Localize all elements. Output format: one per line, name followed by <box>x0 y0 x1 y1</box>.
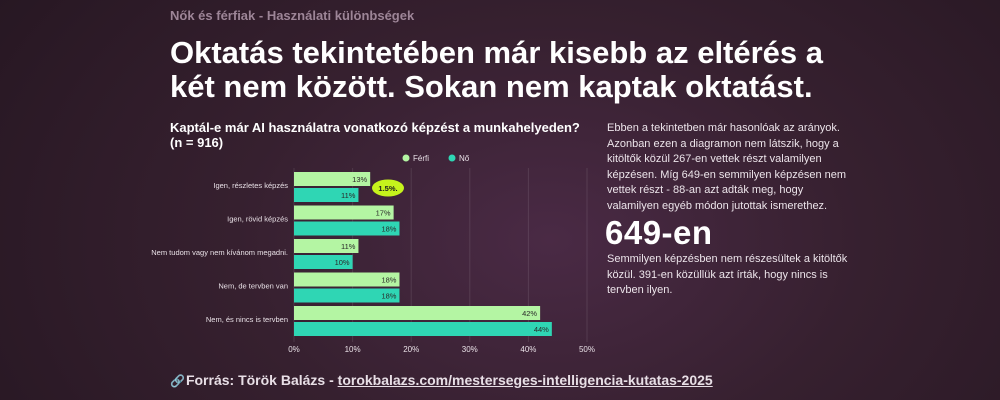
source-line: 🔗Forrás: Török Balázs - torokbalazs.com/… <box>170 372 713 388</box>
legend-label: Nő <box>459 154 470 163</box>
bar <box>294 221 400 236</box>
x-tick-label: 50% <box>579 345 595 354</box>
chart-title: Kaptál-e már AI használatra vonatkozó ké… <box>170 120 580 150</box>
source-prefix: Forrás: Török Balázs - <box>185 372 338 388</box>
bar <box>294 288 400 303</box>
category-label: Igen, részletes képzés <box>213 181 288 190</box>
bar <box>294 255 353 269</box>
data-label: 42% <box>522 309 537 318</box>
data-label: 17% <box>376 209 391 218</box>
category-label: Igen, rövid képzés <box>227 215 288 224</box>
x-tick-label: 10% <box>345 345 361 354</box>
x-tick-label: 40% <box>520 345 536 354</box>
legend-label: Férfi <box>413 154 429 163</box>
bar <box>294 188 359 202</box>
data-label: 13% <box>352 175 367 184</box>
bar <box>294 272 400 287</box>
annotation-badge <box>372 179 404 197</box>
headline: Oktatás tekintetében már kisebb az eltér… <box>170 35 824 104</box>
bar <box>294 205 394 220</box>
bar <box>294 172 371 186</box>
bar <box>294 306 541 320</box>
category-label: Nem, de tervben van <box>218 282 288 291</box>
x-tick-label: 20% <box>403 345 419 354</box>
bar <box>294 239 359 253</box>
side-paragraph: Ebben a tekintetben már hasonlóak az ará… <box>607 122 847 212</box>
data-label: 18% <box>381 276 396 285</box>
data-label: 44% <box>534 325 549 334</box>
source-link[interactable]: torokbalazs.com/mesterseges-intelligenci… <box>337 372 713 388</box>
link-icon: 🔗 <box>170 374 185 388</box>
data-label: 18% <box>381 225 396 234</box>
x-tick-label: 30% <box>462 345 478 354</box>
category-label: Nem, és nincs is tervben <box>206 315 288 324</box>
data-label: 11% <box>341 191 356 200</box>
x-tick-label: 0% <box>288 345 300 354</box>
annotation-text: 1.5%. <box>378 184 397 193</box>
kicker-text: Nők és férfiak - Használati különbségek <box>170 8 415 23</box>
big-number-caption: Semmilyen képzésben nem részesültek a ki… <box>607 253 848 296</box>
bar <box>294 322 552 336</box>
big-number: 649-en <box>605 214 713 251</box>
category-label: Nem tudom vagy nem kívánom megadni. <box>151 248 288 257</box>
data-label: 18% <box>381 292 396 301</box>
data-label: 10% <box>335 258 350 267</box>
data-label: 11% <box>341 242 356 251</box>
legend-marker <box>402 154 410 162</box>
legend-marker <box>448 154 456 162</box>
